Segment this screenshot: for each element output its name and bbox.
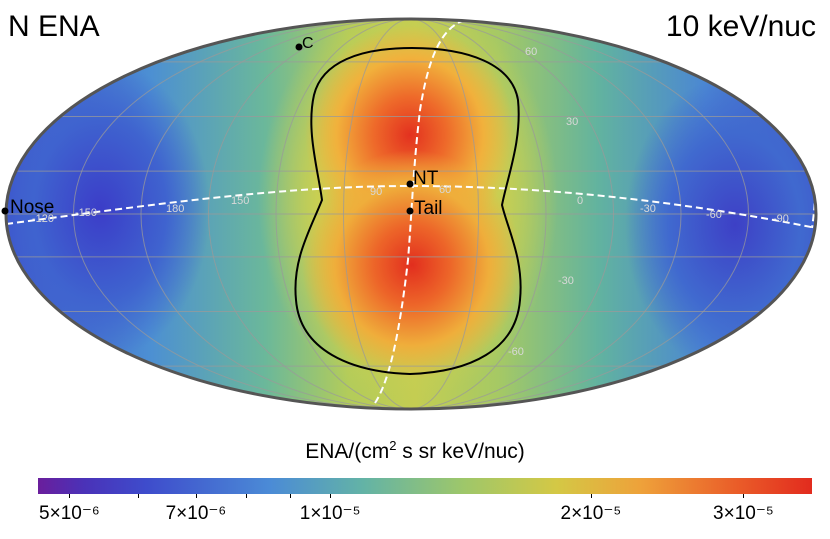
lon-label: 180 xyxy=(166,203,184,215)
colorbar-minor-tickmark xyxy=(137,494,139,498)
map-title-left: N ENA xyxy=(8,10,100,43)
nose-label: Nose xyxy=(10,197,54,218)
colorbar-tick-label: 7×10⁻⁶ xyxy=(165,503,227,524)
lon-label: -120 xyxy=(32,213,54,225)
lon-label: -150 xyxy=(75,207,97,219)
colorbar-label-rest: s sr keV/nuc) xyxy=(396,440,525,463)
colorbar-label-sup: 2 xyxy=(389,438,397,453)
lat-label: -30 xyxy=(558,275,574,287)
lon-label: -30 xyxy=(640,203,656,215)
ecliptic-dashed-line xyxy=(6,184,816,229)
colorbar-minor-tickmark xyxy=(290,494,292,498)
lon-label: 0 xyxy=(577,195,583,207)
tail-label: Tail xyxy=(414,198,443,219)
colorbar-tick-label: 1×10⁻⁵ xyxy=(299,503,361,524)
c-label: C xyxy=(302,35,314,52)
map-title-right: 10 keV/nuc xyxy=(665,10,816,43)
colorbar-tickmark xyxy=(69,494,71,498)
nt-marker xyxy=(406,180,414,188)
colorbar-label: ENA/(cm2 s sr keV/nuc) xyxy=(0,438,830,464)
markers: Nose NT Tail C xyxy=(1,35,443,219)
lon-label: -90 xyxy=(773,213,789,225)
colorbar-tickmark xyxy=(590,494,592,498)
colorbar-tickmark xyxy=(195,494,197,498)
colorbar-tickmark xyxy=(743,494,745,498)
lat-label: 30 xyxy=(566,116,578,128)
tail-marker xyxy=(406,207,414,215)
colorbar-tickmark xyxy=(330,494,332,498)
c-marker xyxy=(295,43,303,51)
graticule xyxy=(6,19,816,409)
lat-label: -60 xyxy=(508,346,524,358)
lon-label: 90 xyxy=(370,186,382,198)
lat-label: 60 xyxy=(525,46,537,58)
latitude-labels: 60 30 -30 -60 xyxy=(508,46,578,358)
colorbar-tick-label: 5×10⁻⁶ xyxy=(39,503,100,524)
colorbar-label-main: ENA/(cm xyxy=(305,440,390,463)
colorbar-gradient xyxy=(38,478,812,494)
longitude-labels: -120 -150 180 150 90 60 0 -30 -60 -90 xyxy=(32,184,789,225)
flux-contour xyxy=(294,46,522,376)
colorbar-tick-label: 3×10⁻⁵ xyxy=(713,503,774,524)
lon-label: 60 xyxy=(439,184,451,196)
nose-marker xyxy=(1,207,9,215)
colorbar-minor-tickmark xyxy=(246,494,248,498)
meridian-dashed-line xyxy=(374,19,817,404)
lon-label: -60 xyxy=(706,209,722,221)
colorbar-tick-label: 2×10⁻⁵ xyxy=(560,503,622,524)
nt-label: NT xyxy=(413,168,439,189)
lon-label: 150 xyxy=(231,195,249,207)
